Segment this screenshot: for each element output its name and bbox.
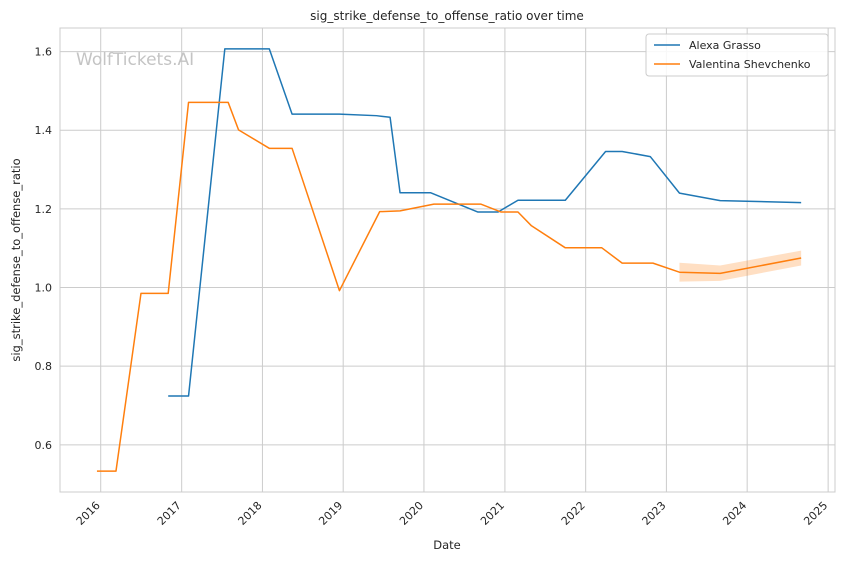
y-tick-label: 0.8	[35, 360, 53, 373]
watermark-text: WolfTickets.AI	[76, 50, 194, 70]
grid-lines	[60, 28, 835, 492]
y-tick-label: 1.2	[35, 203, 53, 216]
series-lines	[96, 48, 802, 472]
y-tick-label: 1.6	[35, 46, 53, 59]
chart-title: sig_strike_defense_to_offense_ratio over…	[310, 9, 584, 23]
legend-label-alexa-grasso: Alexa Grasso	[689, 39, 761, 52]
legend: Alexa Grasso Valentina Shevchenko	[645, 33, 829, 77]
series-line-valentina-shevchenko	[96, 101, 802, 472]
y-tick-label: 1.4	[35, 124, 53, 137]
x-axis-label: Date	[433, 538, 461, 552]
legend-box	[645, 33, 829, 77]
legend-label-valentina-shevchenko: Valentina Shevchenko	[689, 58, 811, 71]
confidence-bands	[679, 250, 802, 282]
y-tick-label: 0.6	[35, 439, 53, 452]
confidence-band	[679, 250, 802, 282]
plot-area-frame	[59, 27, 836, 493]
y-axis-label: sig_strike_defense_to_offense_ratio	[9, 158, 23, 361]
series-line-alexa-grasso	[168, 48, 802, 397]
y-tick-label: 1.0	[35, 282, 53, 295]
y-axis-ticks: 0.6 0.8 1.0 1.2 1.4 1.6	[35, 46, 53, 452]
